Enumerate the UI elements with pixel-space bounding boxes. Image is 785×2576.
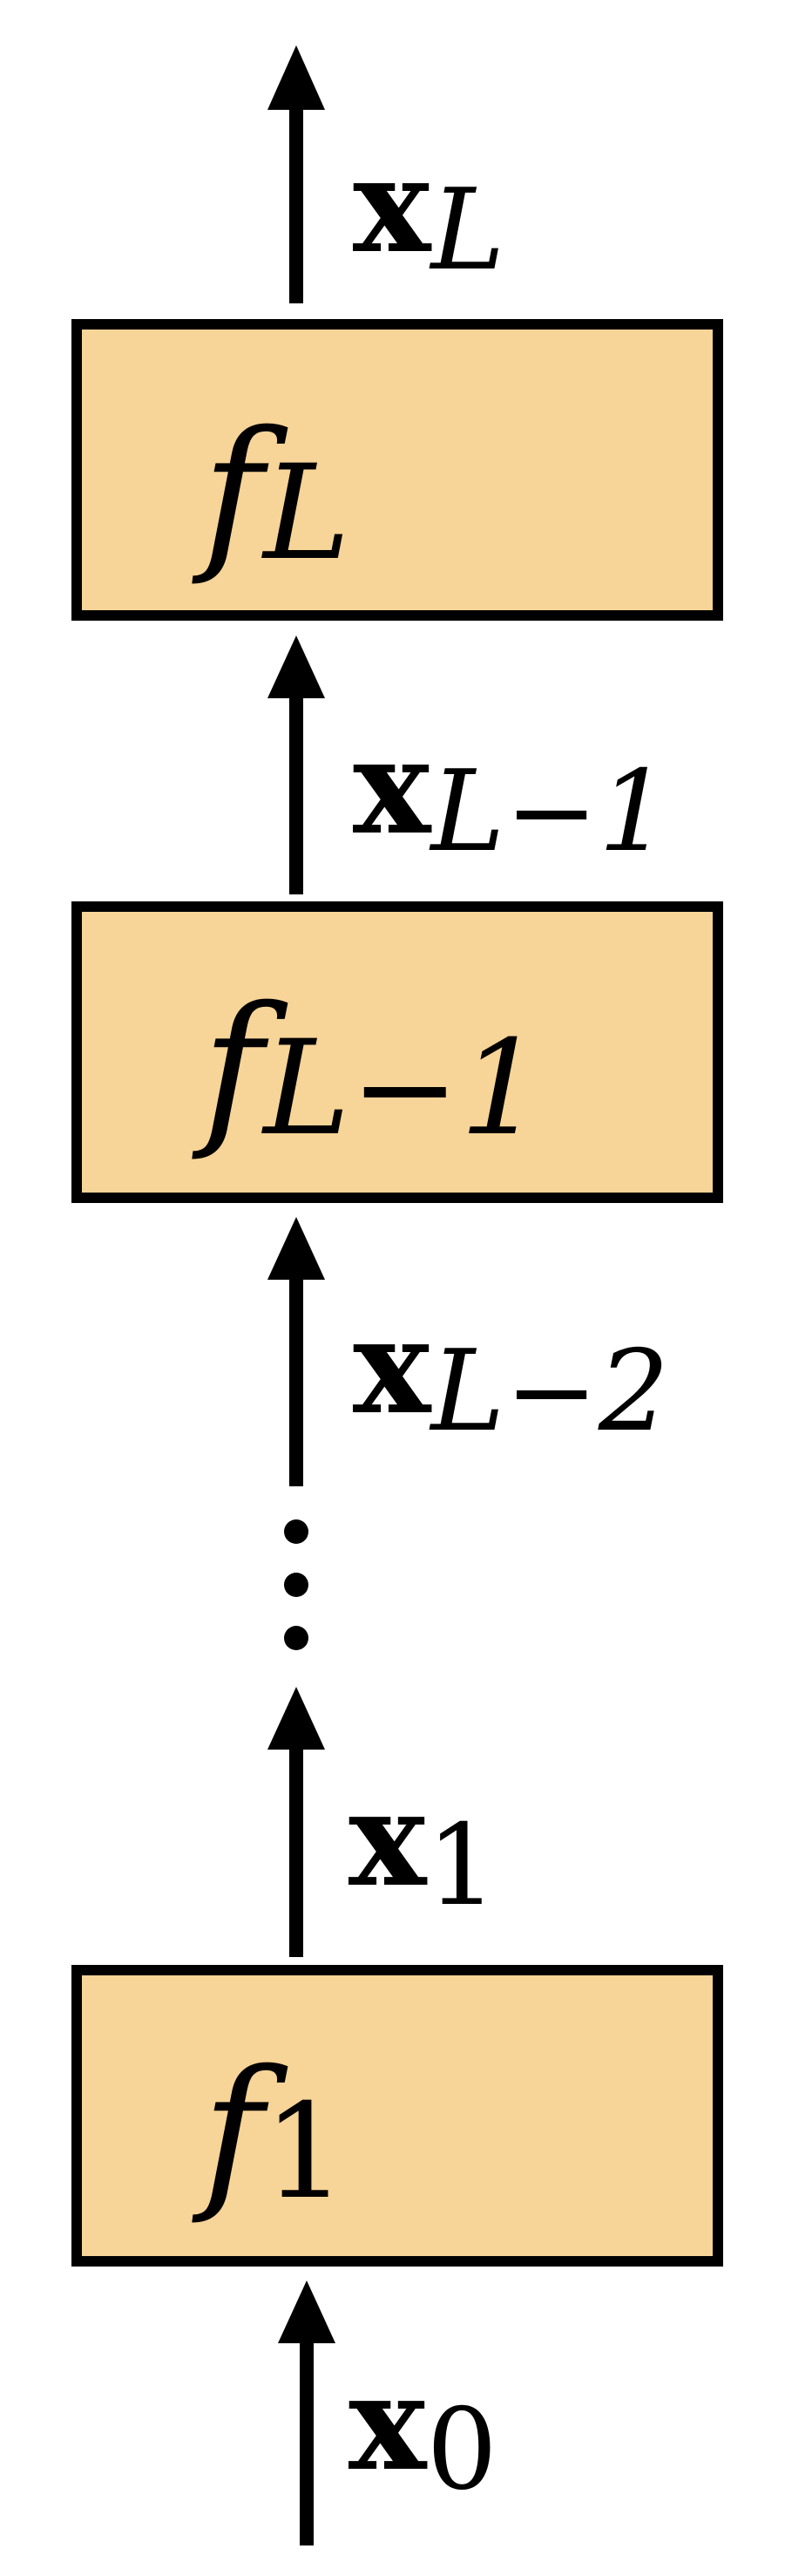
node-label-f-L-1: fL−1 xyxy=(192,971,543,1165)
arrow-head xyxy=(267,1687,325,1750)
edge-label-x-0: x0 xyxy=(349,2347,497,2515)
ellipsis-dot xyxy=(284,1626,308,1650)
edge-label-x-1: x1 xyxy=(349,1763,497,1931)
ellipsis-dot xyxy=(284,1573,308,1597)
arrow-x-L-2 xyxy=(267,1217,325,1486)
arrow-head xyxy=(267,1217,325,1280)
edge-label-x-L-2: xL−2 xyxy=(353,1290,669,1457)
node-box-f-1 xyxy=(71,1965,723,2267)
edge-label-x-L: xL xyxy=(353,129,504,296)
arrow-head xyxy=(267,636,325,698)
edge-label-x-L-1: xL−1 xyxy=(353,710,669,877)
arrow-x-0 xyxy=(278,2280,335,2545)
arrow-x-L-1 xyxy=(267,636,325,894)
vertical-ellipsis xyxy=(284,1519,308,1650)
node-box-f-L xyxy=(71,319,723,621)
node-label-f-1: f1 xyxy=(192,2035,347,2228)
arrow-x-L xyxy=(267,45,325,303)
arrow-x-1 xyxy=(267,1687,325,1957)
arrow-head xyxy=(267,45,325,110)
arrow-head xyxy=(278,2280,335,2343)
ellipsis-dot xyxy=(284,1519,308,1544)
node-box-f-L-1 xyxy=(71,901,723,1203)
